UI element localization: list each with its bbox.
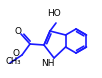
Text: HO: HO [47,9,61,17]
Text: CH₃: CH₃ [6,57,22,67]
Text: NH: NH [41,60,55,68]
Text: O: O [14,28,22,37]
Text: O: O [13,49,19,57]
